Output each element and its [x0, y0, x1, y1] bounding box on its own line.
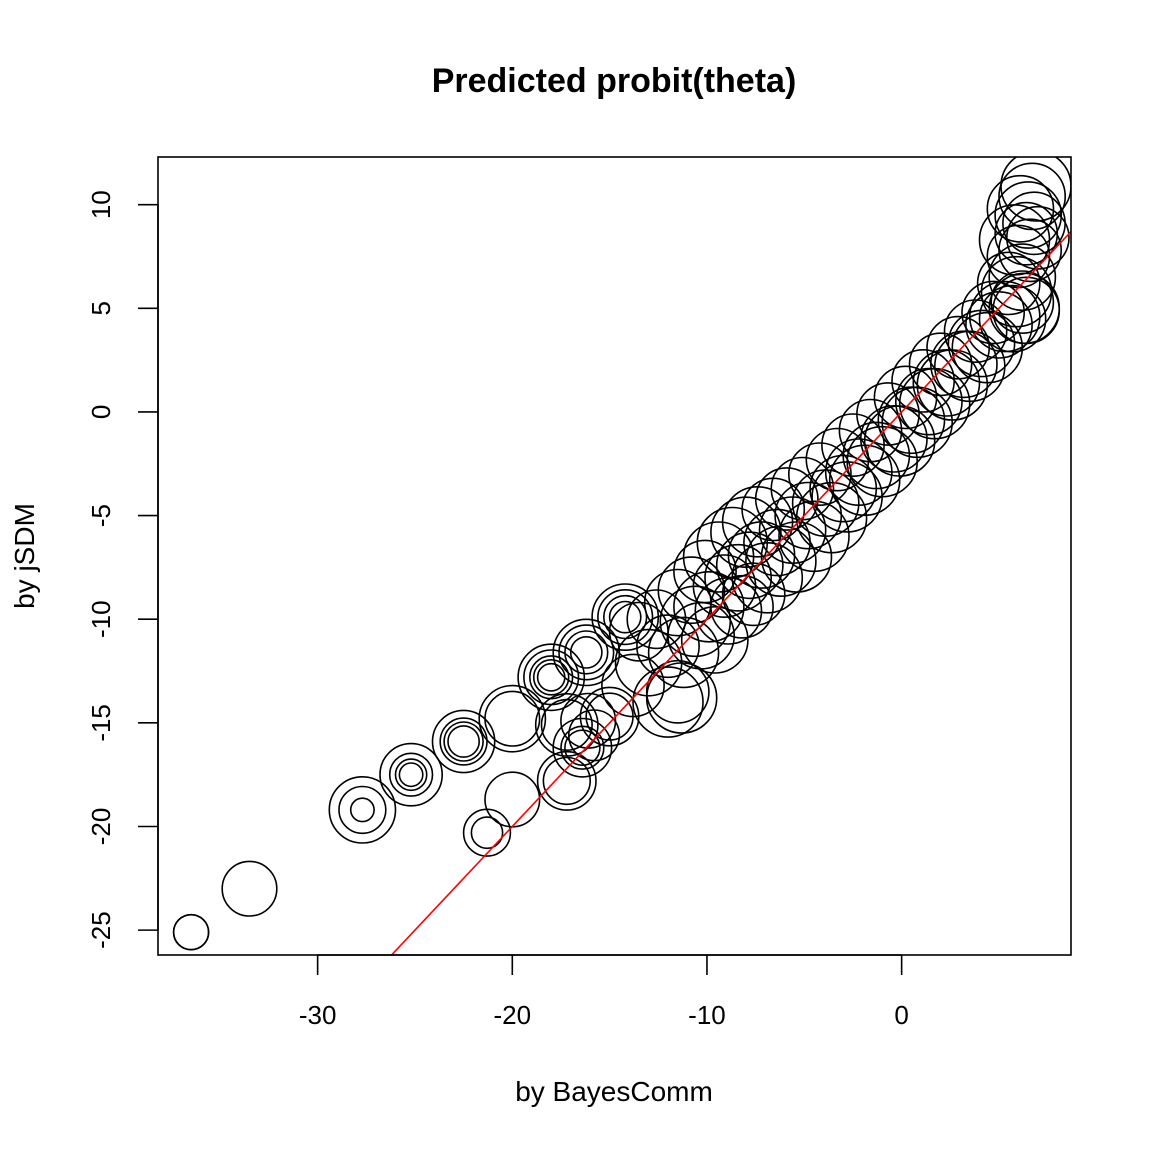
data-point — [1006, 205, 1070, 270]
data-point — [388, 752, 434, 797]
y-axis-label: by jSDM — [9, 503, 40, 609]
data-point — [986, 174, 1055, 243]
data-point — [552, 717, 613, 778]
data-point — [992, 276, 1061, 345]
data-point — [221, 860, 278, 917]
data-point — [842, 421, 911, 490]
data-point — [379, 742, 444, 807]
data-point — [552, 618, 621, 687]
data-point — [447, 725, 481, 758]
data-point — [731, 541, 804, 614]
data-point — [532, 658, 570, 696]
y-tick-label: -10 — [86, 600, 116, 638]
data-point — [484, 690, 541, 747]
data-point — [431, 709, 496, 774]
data-point — [998, 162, 1066, 231]
data-point — [636, 614, 700, 679]
plot-frame — [157, 156, 1072, 956]
data-point — [990, 270, 1055, 335]
data-points — [172, 157, 1071, 951]
data-point — [443, 721, 484, 762]
data-point — [439, 717, 488, 766]
data-point — [564, 630, 609, 675]
data-point — [908, 332, 973, 397]
data-point — [1000, 157, 1071, 222]
data-point — [947, 309, 1016, 378]
data-point — [976, 251, 1041, 316]
data-point — [536, 750, 597, 811]
data-point — [540, 698, 593, 752]
data-point — [978, 284, 1047, 353]
y-tick-label: -15 — [86, 704, 116, 742]
data-point — [788, 442, 852, 507]
data-point — [647, 616, 720, 689]
data-point — [873, 365, 938, 430]
y-tick-label: -25 — [86, 911, 116, 949]
data-point — [608, 600, 642, 634]
y-tick-label: 0 — [86, 405, 116, 419]
data-point — [517, 643, 586, 712]
data-point — [673, 570, 745, 643]
identity-reference-line — [390, 231, 1071, 955]
data-point — [478, 684, 547, 753]
data-point — [754, 467, 819, 531]
data-point — [978, 204, 1051, 276]
data-point — [523, 649, 580, 706]
y-tick-label: -20 — [86, 808, 116, 846]
data-point — [398, 762, 424, 788]
x-tick-label: 0 — [894, 1000, 908, 1030]
data-point — [994, 181, 1063, 249]
data-point — [715, 531, 784, 600]
data-point — [564, 729, 601, 767]
data-point — [998, 218, 1063, 283]
data-point — [470, 816, 504, 850]
data-point — [657, 556, 726, 625]
data-point — [930, 330, 998, 399]
x-axis-label: by BayesComm — [515, 1076, 713, 1107]
data-point — [328, 776, 397, 844]
data-point — [770, 456, 835, 521]
data-point — [704, 543, 772, 612]
x-tick-label: -20 — [494, 1000, 532, 1030]
data-point — [673, 539, 737, 604]
x-tick-label: -10 — [688, 1000, 726, 1030]
x-axis: -30 -20 -10 0 — [299, 954, 909, 1030]
data-point — [349, 797, 375, 823]
data-point — [632, 666, 704, 738]
data-point — [680, 606, 749, 674]
data-point — [172, 913, 210, 951]
x-tick-label: -30 — [299, 1000, 337, 1030]
data-point — [988, 243, 1057, 312]
data-point — [536, 662, 566, 692]
data-point — [795, 481, 868, 554]
data-point — [542, 756, 591, 806]
data-point — [809, 454, 878, 523]
data-point — [528, 655, 574, 700]
data-point — [721, 562, 786, 627]
data-point — [626, 589, 687, 650]
data-point — [597, 588, 654, 646]
data-point — [338, 785, 387, 835]
data-point — [778, 500, 850, 573]
data-point — [943, 299, 1008, 364]
y-tick-label: -5 — [86, 504, 116, 527]
data-point — [601, 653, 665, 718]
data-point — [394, 758, 428, 792]
data-point — [569, 636, 603, 669]
data-point — [484, 771, 541, 828]
data-point — [710, 574, 774, 639]
data-point — [961, 280, 1026, 345]
y-tick-label: 5 — [86, 301, 116, 315]
data-point — [856, 382, 920, 446]
y-axis: -25 -20 -15 -10 -5 0 5 10 — [86, 190, 159, 949]
data-point — [558, 624, 615, 681]
chart-title: Predicted probit(theta) — [432, 62, 797, 100]
y-tick-label: 10 — [86, 190, 116, 219]
data-point — [567, 709, 621, 762]
